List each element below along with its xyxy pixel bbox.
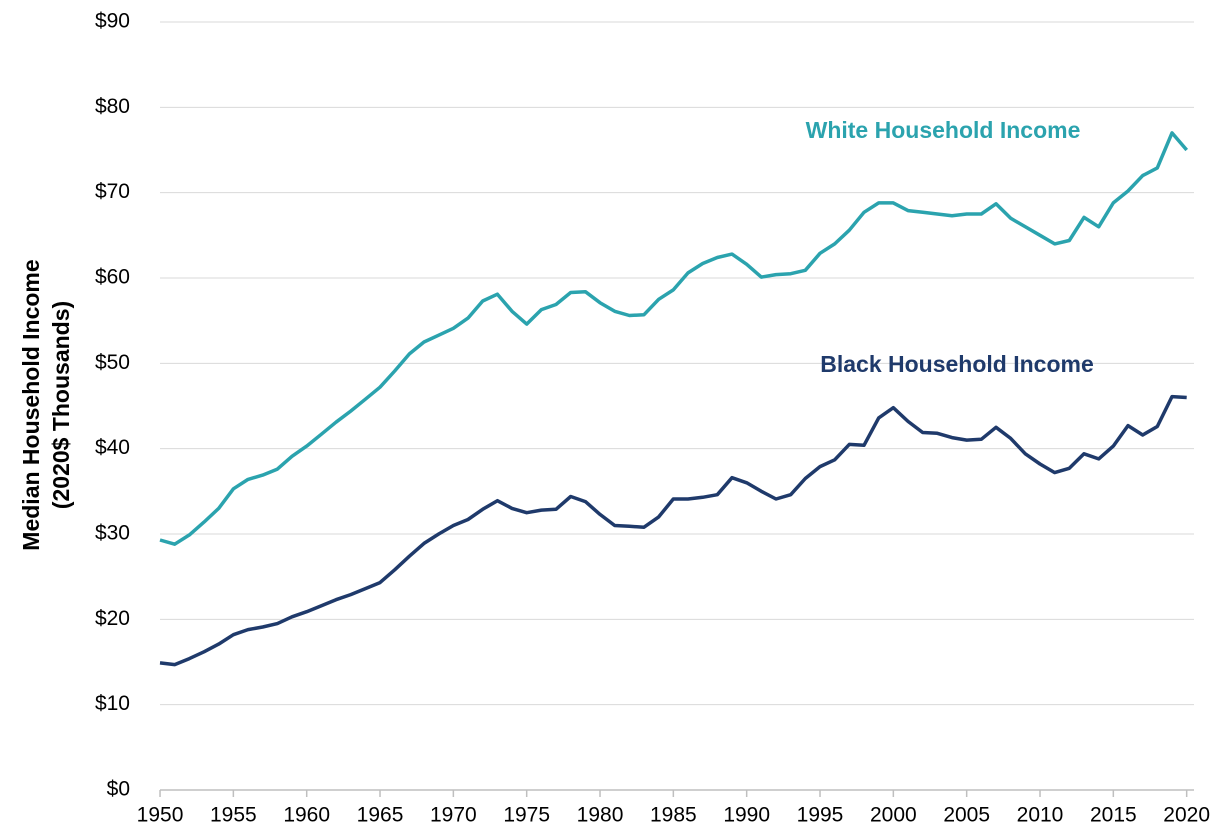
y-label-line: Median Household Income (18, 259, 44, 550)
y-tick-label: $50 (95, 351, 130, 374)
x-tick-label: 1975 (503, 804, 550, 827)
y-tick-label: $10 (95, 692, 130, 715)
x-tick-label: 2000 (870, 804, 917, 827)
y-tick-label: $80 (95, 95, 130, 118)
y-tick-label: $60 (95, 266, 130, 289)
x-tick-label: 1950 (137, 804, 184, 827)
x-tick-label: 2005 (943, 804, 990, 827)
x-tick-label: 1995 (797, 804, 844, 827)
x-tick-label: 1960 (283, 804, 330, 827)
x-tick-label: 1990 (723, 804, 770, 827)
x-tick-label: 1970 (430, 804, 477, 827)
x-tick-label: 2020 (1163, 804, 1210, 827)
series-label: Black Household Income (820, 351, 1094, 377)
series-line (159, 131, 1189, 546)
y-tick-label: $90 (95, 10, 130, 33)
y-axis-label: Median Household Income (2020$ Thousands… (18, 259, 74, 550)
y-tick-label: $20 (95, 607, 130, 630)
x-tick-label: 1965 (357, 804, 404, 827)
y-tick-label: $70 (95, 180, 130, 203)
series-label: White Household Income (806, 117, 1081, 143)
x-tick-label: 1955 (210, 804, 257, 827)
y-tick-label: $40 (95, 436, 130, 459)
x-tick-label: 2010 (1017, 804, 1064, 827)
x-tick-label: 2015 (1090, 804, 1137, 827)
series-line (159, 394, 1187, 667)
y-label-line: (2020$ Thousands) (48, 301, 74, 509)
y-tick-label: $30 (95, 522, 130, 545)
y-tick-label: $0 (107, 778, 130, 801)
x-tick-label: 1980 (577, 804, 624, 827)
x-tick-label: 1985 (650, 804, 697, 827)
